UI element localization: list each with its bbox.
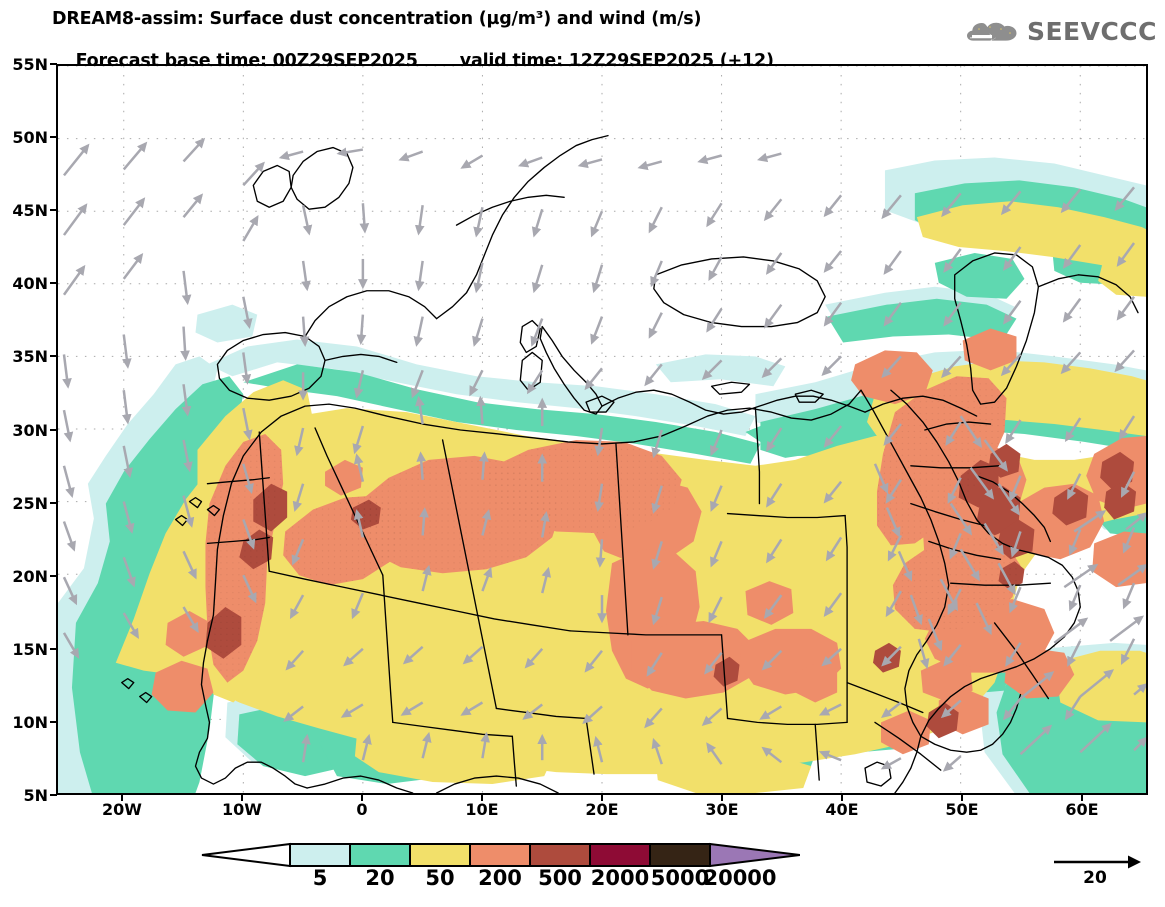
lat-tick-label: 10N [12, 712, 48, 732]
lat-tick-mark [50, 282, 57, 285]
colorbar-swatches [201, 842, 800, 868]
lat-tick-label: 15N [12, 639, 48, 659]
lon-tick-label: 30E [705, 800, 739, 819]
lat-tick-mark [50, 63, 57, 65]
dust-concentration-map[interactable] [56, 64, 1148, 795]
colorbar-level-label: 2000 [590, 866, 650, 890]
colorbar[interactable] [200, 840, 800, 900]
colorbar-level-label: 5000 [650, 866, 710, 890]
seevccc-logo: SEEVCCC [966, 14, 1157, 48]
colorbar-level-label: 20 [365, 866, 395, 890]
lat-tick-mark [50, 501, 57, 504]
lon-tick-label: 0 [356, 800, 368, 819]
lon-tick-label: 20E [585, 800, 619, 819]
lat-tick-mark [50, 720, 57, 723]
lat-tick-label: 55N [12, 55, 48, 74]
lat-tick-label: 25N [12, 493, 48, 513]
lon-tick-label: 20W [102, 800, 142, 819]
lat-tick-mark [50, 647, 57, 650]
logo-text: SEEVCCC [1026, 16, 1157, 46]
colorbar-level-label: 50 [425, 866, 455, 890]
colorbar-over-arrow [709, 842, 800, 868]
map-field-svg [58, 66, 1146, 793]
colorbar-band [289, 843, 351, 867]
header: DREAM8-assim: Surface dust concentration… [0, 0, 1165, 71]
map-canvas [58, 66, 1146, 793]
lat-tick-mark [50, 428, 57, 431]
lon-tick-mark [1081, 794, 1083, 801]
lon-tick-label: 10W [222, 800, 262, 819]
wind-scale-arrow-icon [1054, 855, 1141, 869]
lat-tick-mark [50, 209, 57, 212]
lon-tick-mark [961, 794, 963, 801]
lat-tick-mark [50, 355, 57, 358]
lon-tick-mark [361, 794, 363, 801]
colorbar-band [589, 843, 651, 867]
colorbar-level-label: 5 [312, 866, 328, 890]
plot-title-line-1: DREAM8-assim: Surface dust concentration… [52, 9, 702, 29]
colorbar-level-label: 200 [478, 866, 522, 890]
lat-tick-label: 20N [12, 566, 48, 586]
lon-tick-label: 10E [465, 800, 499, 819]
lon-tick-label: 60E [1065, 800, 1099, 819]
lon-tick-mark [481, 794, 483, 801]
colorbar-band [529, 843, 591, 867]
wind-vector-field [62, 137, 1146, 772]
colorbar-level-label: 20000 [703, 866, 777, 890]
lon-tick-mark [841, 794, 843, 801]
cloud-wind-icon [966, 22, 1017, 42]
lat-tick-label: 40N [12, 274, 48, 294]
colorbar-level-label: 500 [538, 866, 582, 890]
lon-tick-mark [601, 794, 603, 801]
lat-tick-mark [50, 574, 57, 577]
colorbar-band [649, 843, 711, 867]
colorbar-band [469, 843, 531, 867]
lon-tick-label: 50E [945, 800, 979, 819]
lat-tick-label: 30N [12, 420, 48, 440]
colorbar-band [409, 843, 471, 867]
lon-tick-label: 40E [825, 800, 859, 819]
lat-tick-mark [50, 794, 57, 796]
lon-tick-mark [121, 794, 123, 801]
lon-tick-mark [721, 794, 723, 801]
lat-tick-mark [50, 136, 57, 139]
lon-tick-mark [241, 794, 243, 801]
lat-tick-label: 35N [12, 347, 48, 367]
lat-tick-label: 50N [12, 128, 48, 148]
lat-tick-label: 5N [23, 786, 48, 805]
lat-tick-label: 45N [12, 201, 48, 221]
wind-scale-value: 20 [1083, 868, 1107, 888]
colorbar-under-arrow [201, 842, 291, 868]
colorbar-band [349, 843, 411, 867]
